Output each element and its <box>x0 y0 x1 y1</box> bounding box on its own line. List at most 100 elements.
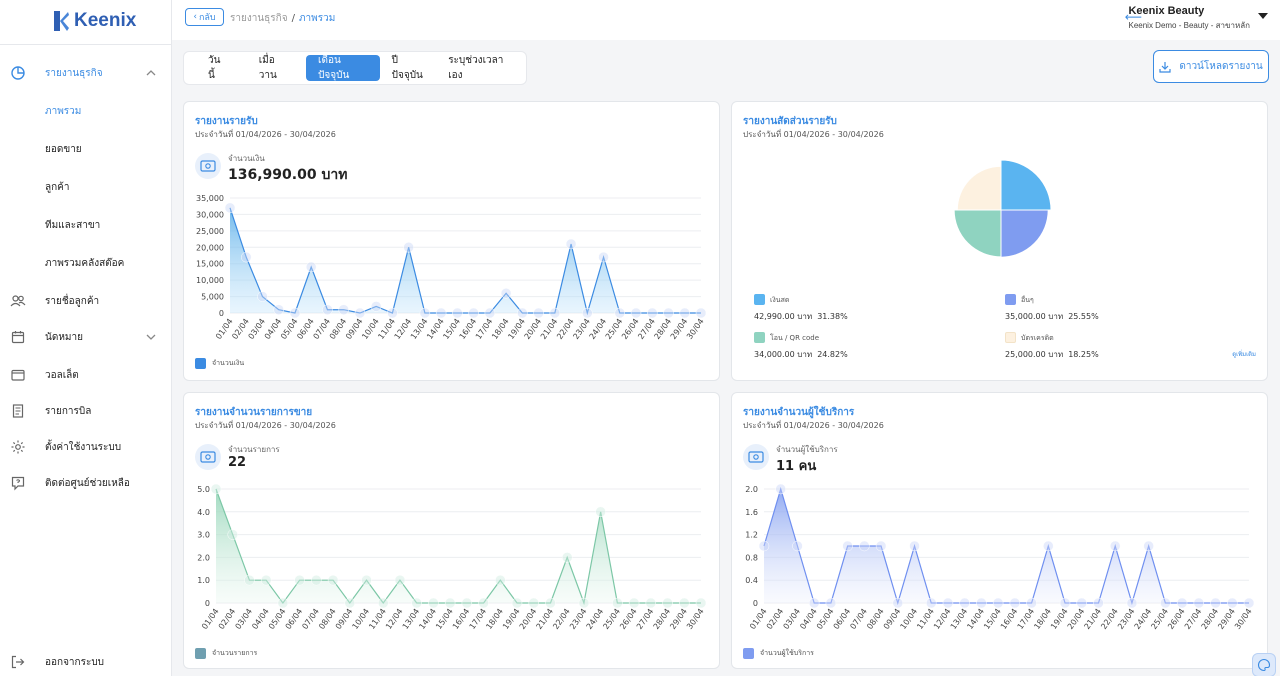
sidebar-item-appointments[interactable]: นัดหมาย <box>0 322 171 352</box>
data-point <box>294 574 305 586</box>
y-tick-label: 30,000 <box>196 210 224 219</box>
revenue-card: รายงานรายรับ ประจำวันที่ 01/04/2026 - 30… <box>183 101 720 381</box>
y-tick-label: 5,000 <box>201 293 224 302</box>
data-point <box>1227 597 1238 609</box>
see-more-link[interactable]: ดูเพิ่มเติม <box>1232 351 1256 358</box>
stat-label: จำนวนเงิน <box>228 154 265 163</box>
chart-legend: จำนวนผู้ใช้บริการ <box>743 648 814 659</box>
sidebar-item-team-branch[interactable]: ทีมและสาขา <box>0 210 171 240</box>
sidebar-item-customers[interactable]: ลูกค้า <box>0 172 171 202</box>
card-title: รายงานรายรับ <box>195 116 258 127</box>
brand-logo[interactable]: Keenix <box>52 10 136 32</box>
receipt-icon <box>12 404 24 418</box>
sidebar-item-label: ติดต่อศูนย์ช่วยเหลือ <box>45 477 130 489</box>
tab-yesterday[interactable]: เมื่อวาน <box>258 55 277 81</box>
help-icon <box>11 476 25 491</box>
legend-swatch <box>1005 332 1016 343</box>
theme-palette-button[interactable] <box>1252 653 1276 676</box>
data-point <box>387 307 398 319</box>
legend-label: จำนวนผู้ใช้บริการ <box>760 649 814 657</box>
legend-swatch <box>754 294 765 305</box>
data-point <box>892 597 904 609</box>
download-report-button[interactable]: ดาวน์โหลดรายงาน <box>1153 50 1269 83</box>
breadcrumb-parent[interactable]: รายงานธุรกิจ <box>230 13 288 24</box>
tab-today[interactable]: วันนี้ <box>208 55 221 81</box>
data-point <box>227 529 238 540</box>
switch-account-icon[interactable]: ⟵ <box>1124 10 1142 24</box>
user-menu[interactable]: Keenix Beauty Keenix Demo - Beauty - สาข… <box>1128 5 1268 32</box>
legend-label: บัตรเครดิต <box>1021 334 1054 342</box>
legend-label: เงินสด <box>770 296 790 304</box>
data-point <box>825 597 837 609</box>
legend-value: 42,990.00 บาท 31.38% <box>754 312 848 321</box>
users-icon <box>10 295 26 307</box>
data-point <box>484 307 496 319</box>
sidebar-item-wallet[interactable]: วอลเล็ต <box>0 360 171 390</box>
legend-label: อื่นๆ <box>1021 296 1034 304</box>
chevron-down-icon[interactable] <box>145 331 157 343</box>
sidebar-item-business-report[interactable]: รายงานธุรกิจ <box>0 58 171 88</box>
data-point <box>244 574 255 586</box>
customers-area-chart: 00.40.81.21.62.001/0402/0403/0404/0405/0… <box>745 483 1255 631</box>
data-point <box>859 540 870 552</box>
data-point <box>565 238 577 250</box>
data-point <box>775 483 786 495</box>
data-point <box>435 307 447 319</box>
data-point <box>361 574 372 586</box>
divider <box>0 44 171 45</box>
data-point <box>1176 597 1188 609</box>
data-point <box>403 242 414 253</box>
data-point <box>327 574 339 586</box>
chevron-up-icon[interactable] <box>145 67 157 79</box>
back-button[interactable]: ‹ กลับ <box>185 8 224 26</box>
data-point <box>468 307 479 319</box>
data-point <box>240 251 252 263</box>
data-point <box>289 307 301 319</box>
topbar: ‹ กลับ รายงานธุรกิจ / ภาพรวม ⟵ Keenix Beau… <box>172 0 1280 40</box>
sidebar-item-bills[interactable]: รายการบิล <box>0 396 171 426</box>
data-point <box>528 597 540 609</box>
y-tick-label: 0 <box>205 599 210 608</box>
cash-icon <box>195 153 221 179</box>
sidebar-item-settings[interactable]: ตั้งค่าใช้งานระบบ <box>0 432 171 462</box>
y-tick-label: 35,000 <box>196 194 224 203</box>
data-point <box>663 307 674 319</box>
period-tabs: วันนี้ เมื่อวาน เดือนปัจจุบัน ปีปัจจุบัน… <box>183 51 527 85</box>
legend-swatch <box>195 358 206 369</box>
y-tick-label: 15,000 <box>196 260 224 269</box>
data-point <box>1026 597 1037 609</box>
legend-swatch <box>743 648 754 659</box>
tab-current-month[interactable]: เดือนปัจจุบัน <box>306 55 380 81</box>
data-point <box>942 597 954 609</box>
data-point <box>305 261 317 273</box>
sidebar-item-customer-list[interactable]: รายชื่อลูกค้า <box>0 286 171 316</box>
data-point <box>612 597 623 609</box>
sidebar-item-overview[interactable]: ภาพรวม <box>0 96 171 126</box>
data-point <box>628 597 640 609</box>
sidebar-item-help[interactable]: ติดต่อศูนย์ช่วยเหลือ <box>0 468 171 498</box>
data-point <box>311 574 322 586</box>
y-tick-label: 0 <box>753 599 758 608</box>
sidebar-item-label: ทีมและสาขา <box>45 219 101 231</box>
y-tick-label: 2.0 <box>745 485 758 494</box>
data-point <box>549 307 561 319</box>
data-point <box>561 552 573 563</box>
data-point <box>224 202 236 214</box>
data-point <box>1109 540 1121 552</box>
data-point <box>792 540 803 552</box>
data-point <box>758 540 770 552</box>
chart-legend: จำนวนรายการ <box>195 648 257 659</box>
tab-custom-range[interactable]: ระบุช่วงเวลาเอง <box>448 55 504 81</box>
sidebar-item-stock-overview[interactable]: ภาพรวมคลังสต๊อค <box>0 248 171 278</box>
data-point <box>595 506 606 518</box>
data-point <box>428 597 439 609</box>
legend-swatch <box>195 648 206 659</box>
data-point <box>500 288 512 299</box>
card-subtitle: ประจำวันที่ 01/04/2026 - 30/04/2026 <box>195 130 336 139</box>
sidebar-item-sales[interactable]: ยอดขาย <box>0 134 171 164</box>
tab-current-year[interactable]: ปีปัจจุบัน <box>391 55 423 81</box>
logout-button[interactable]: ออกจากระบบ <box>0 647 171 676</box>
series-line <box>229 207 701 316</box>
data-point <box>842 540 853 552</box>
